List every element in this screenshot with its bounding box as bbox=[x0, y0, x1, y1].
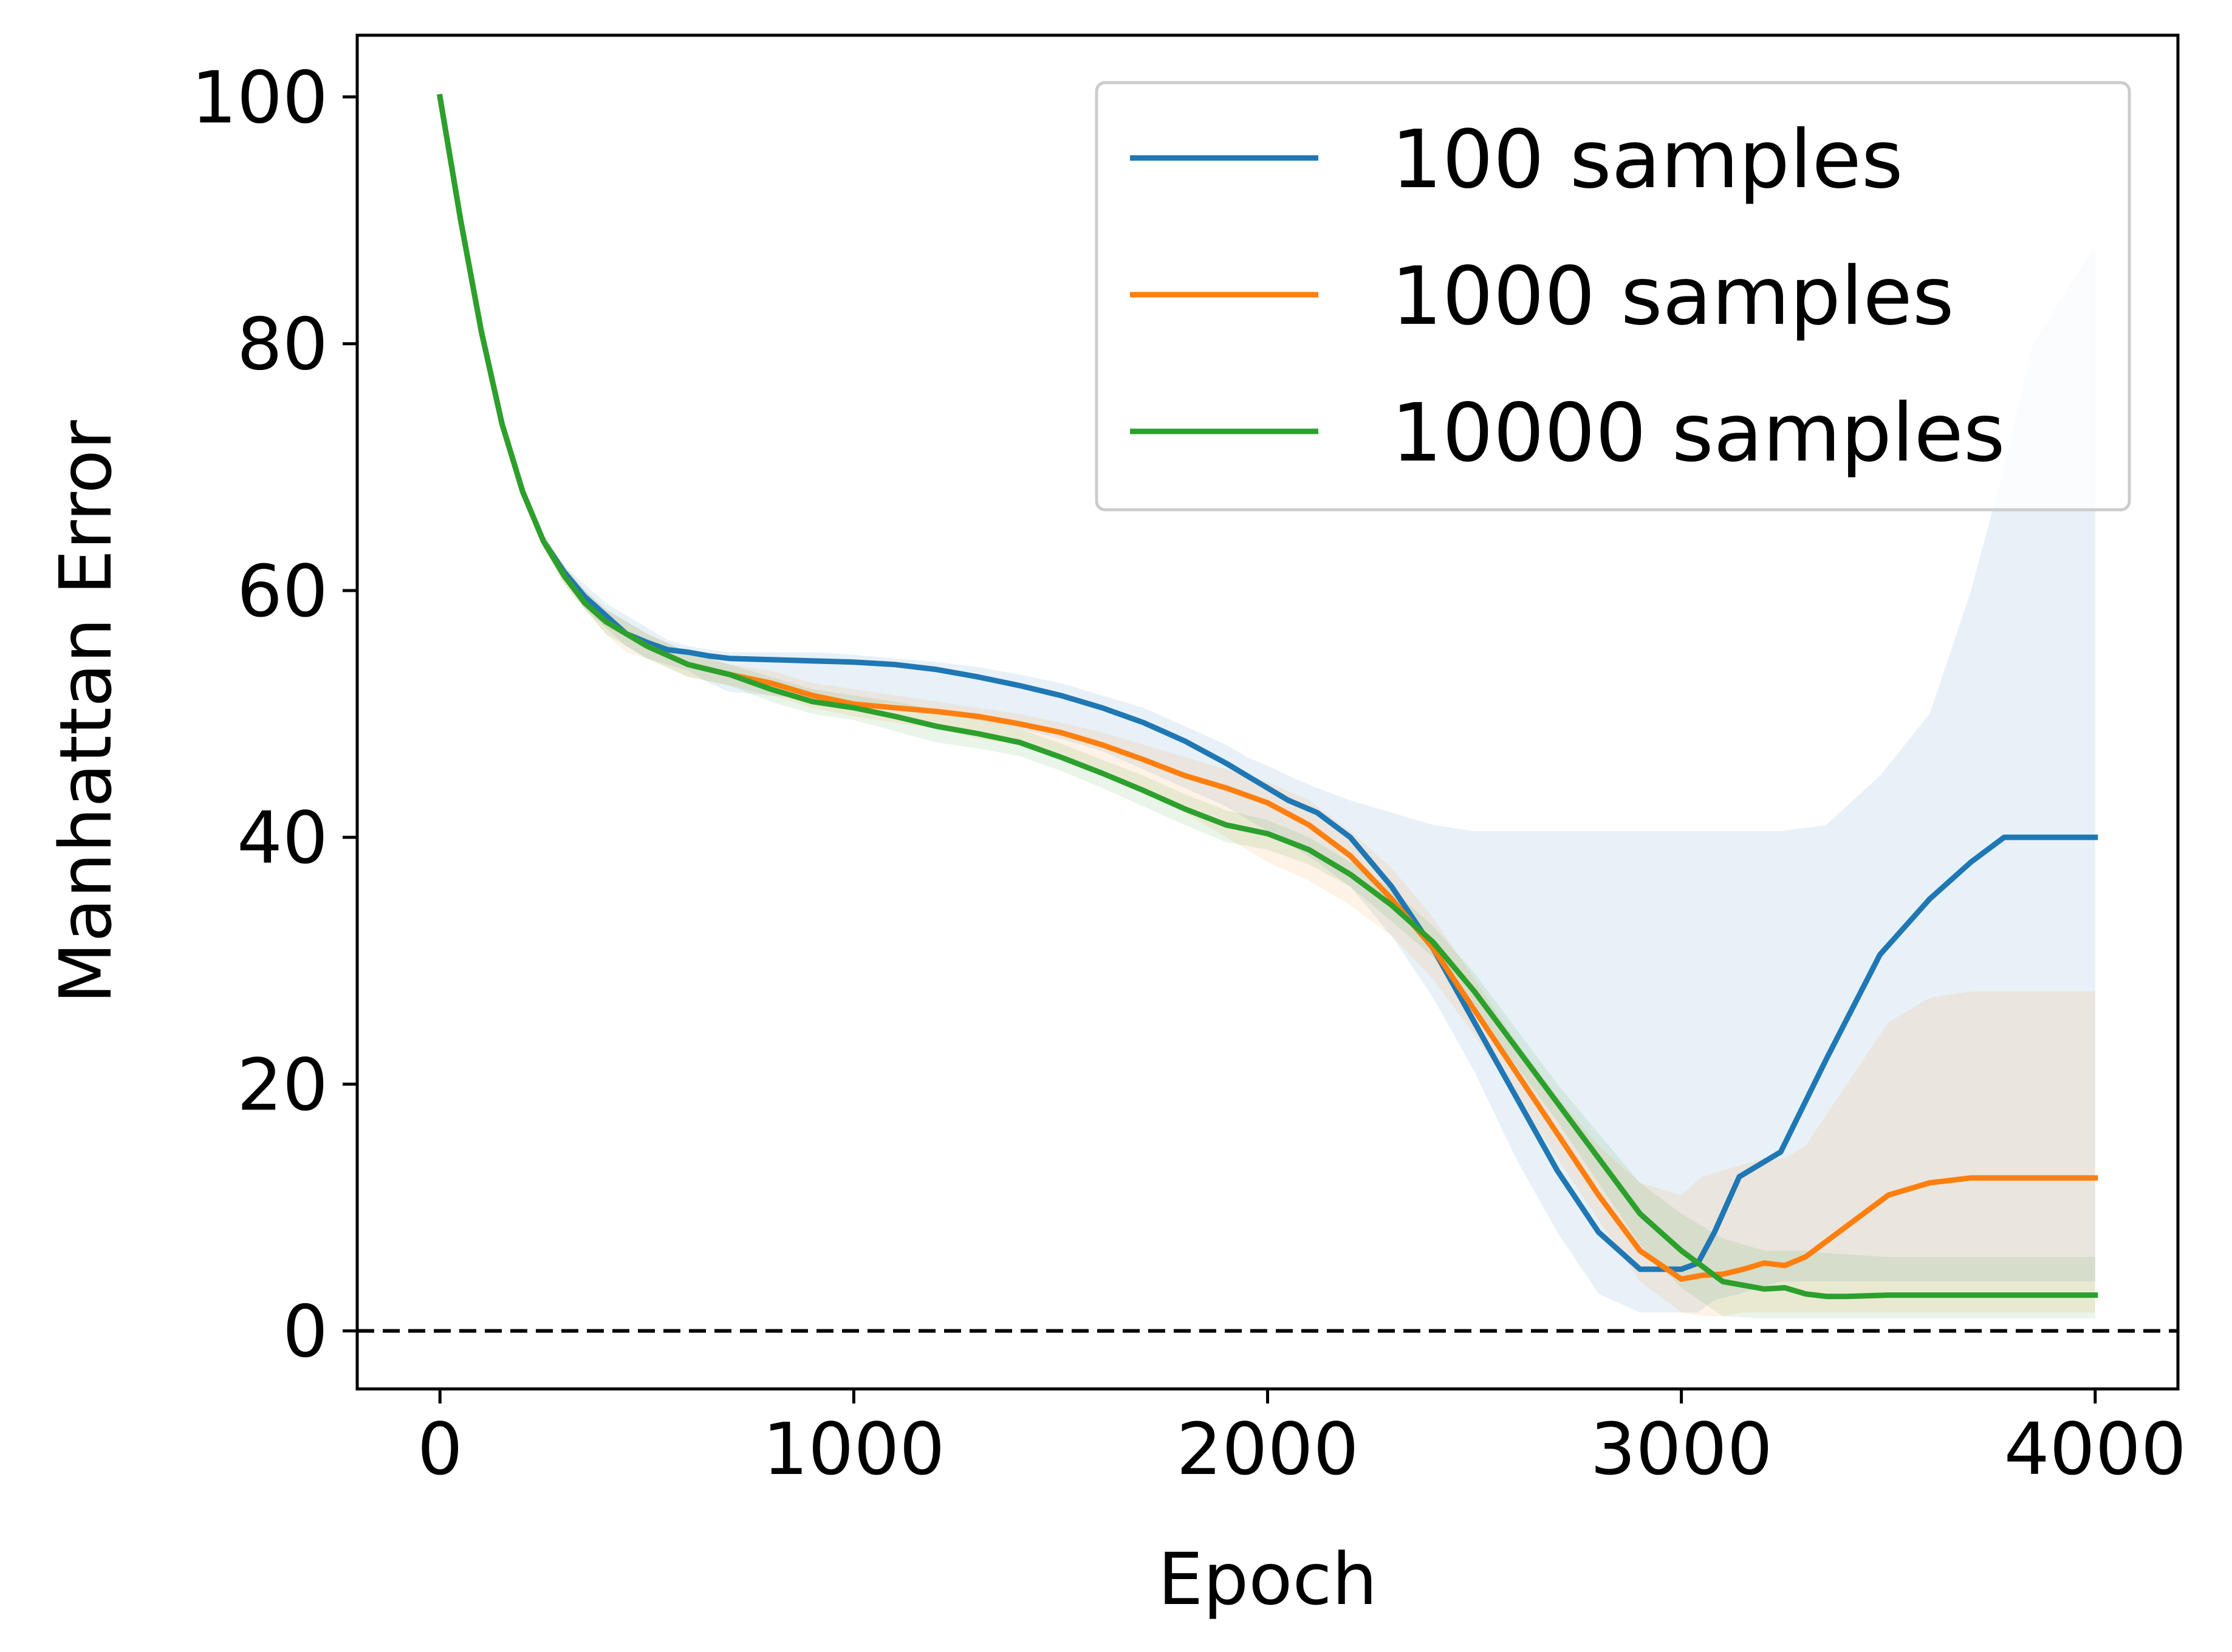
series-lines-layer bbox=[437, 94, 2098, 1300]
y-axis-label: Manhattan Error bbox=[44, 420, 128, 1004]
series-2-band bbox=[440, 97, 2095, 1317]
y-tick-label: 20 bbox=[237, 1043, 328, 1126]
y-tick-label: 60 bbox=[237, 549, 328, 633]
x-tick-label: 0 bbox=[417, 1407, 463, 1491]
series-1-band bbox=[440, 97, 2095, 1313]
series-1-line bbox=[437, 94, 2098, 1272]
bands-layer bbox=[440, 97, 2095, 1319]
series-3-line bbox=[437, 94, 2098, 1300]
x-axis: 0 1000 2000 3000 4000 bbox=[417, 1389, 2186, 1491]
y-axis: 0 20 40 60 80 100 bbox=[191, 56, 357, 1374]
legend-box bbox=[1095, 81, 2131, 512]
y-tick-label: 80 bbox=[237, 303, 328, 386]
legend-label-2: 1000 samples bbox=[1391, 250, 1954, 343]
x-tick-label: 4000 bbox=[2004, 1407, 2186, 1491]
x-axis-label: Epoch bbox=[1158, 1537, 1377, 1621]
y-tick-label: 40 bbox=[237, 796, 328, 880]
y-tick-label: 0 bbox=[282, 1290, 328, 1374]
legend-label-1: 100 samples bbox=[1391, 113, 1903, 207]
x-tick-label: 3000 bbox=[1590, 1407, 1772, 1491]
x-tick-label: 1000 bbox=[762, 1407, 945, 1491]
x-tick-label: 2000 bbox=[1176, 1407, 1358, 1491]
legend: 100 samples 1000 samples 10000 samples bbox=[1095, 81, 2131, 512]
y-tick-label: 100 bbox=[191, 56, 328, 140]
legend-label-3: 10000 samples bbox=[1391, 386, 2005, 480]
